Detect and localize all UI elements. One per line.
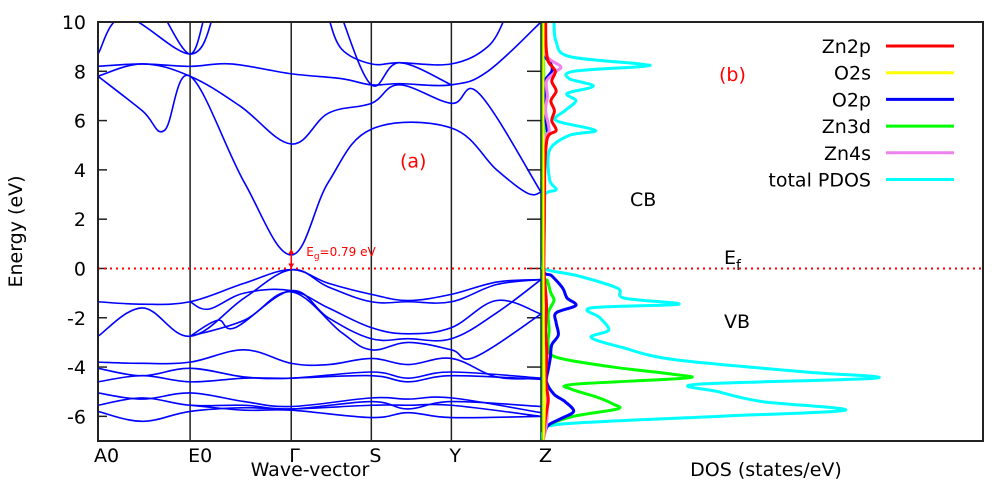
legend-label: Zn2p bbox=[822, 36, 871, 58]
legend-label: total PDOS bbox=[768, 170, 871, 192]
legend-label: Zn4s bbox=[824, 143, 871, 165]
legend-label: O2p bbox=[832, 89, 871, 111]
band-gap-marker bbox=[288, 248, 295, 269]
y-tick-label: 10 bbox=[62, 12, 86, 34]
x-axis-label-a: Wave-vector bbox=[251, 459, 370, 480]
kpoint-label: E0 bbox=[188, 445, 212, 467]
dos-panel: (b) CB VB Ef DOS (states/eV) Zn2pO2sO2pZ… bbox=[539, 22, 983, 480]
band-vb11 bbox=[98, 403, 541, 423]
band-structure-panel: -6 -4 -2 0 2 4 6 8 10 Eg=0.79 eV (a) A0 E0 Γ S Y Z En… bbox=[5, 12, 552, 480]
kpoint-labels: A0 E0 Γ S Y Z bbox=[94, 445, 552, 467]
band-vb9 bbox=[98, 392, 541, 414]
high-symmetry-lines bbox=[189, 22, 542, 441]
vb-label: VB bbox=[724, 311, 750, 333]
y-tick-label: 0 bbox=[74, 258, 86, 280]
legend: Zn2p O2s O2p Zn3d Zn4s total PDOS bbox=[768, 36, 954, 192]
band-vb12 bbox=[190, 404, 541, 419]
y-tick-label: 4 bbox=[74, 160, 86, 182]
y-tick-label: -2 bbox=[67, 308, 86, 330]
band-vb8 bbox=[98, 374, 541, 383]
y-ticks: -6 -4 -2 0 2 4 6 8 10 bbox=[62, 12, 541, 428]
gap-arrow-head-down bbox=[288, 263, 295, 269]
kpoint-label: A0 bbox=[94, 445, 119, 467]
band-cb7 bbox=[342, 22, 452, 88]
band-gap-label: Eg=0.79 eV bbox=[306, 245, 376, 262]
band-cb5 bbox=[166, 22, 204, 55]
band-vb3 bbox=[189, 288, 541, 335]
band-vb1 bbox=[98, 268, 541, 306]
y-tick-label: 8 bbox=[74, 61, 86, 83]
y-tick-label: -4 bbox=[67, 357, 86, 379]
band-vb5 bbox=[189, 291, 541, 360]
band-cb4 bbox=[98, 22, 213, 55]
dos-curve-o2s bbox=[541, 22, 546, 441]
gap-arrow-head-up bbox=[288, 248, 295, 254]
band-lines bbox=[98, 22, 541, 423]
band-cb2 bbox=[98, 63, 541, 193]
dos-curve-zn2p bbox=[541, 22, 558, 441]
band-vb6 bbox=[98, 349, 541, 380]
band-cb1 bbox=[98, 74, 541, 256]
band-cb6 bbox=[329, 22, 505, 66]
panel-b-label: (b) bbox=[719, 64, 746, 86]
band-vb2 bbox=[98, 268, 541, 338]
kpoint-label: Γ bbox=[289, 445, 300, 467]
legend-label: Zn3d bbox=[822, 116, 871, 138]
dos-curve-zn3d bbox=[541, 22, 694, 441]
y-tick-label: 6 bbox=[74, 111, 86, 133]
legend-label: O2s bbox=[834, 63, 871, 85]
x-axis-label-b: DOS (states/eV) bbox=[690, 459, 842, 480]
dos-curve-total-pdos bbox=[541, 22, 881, 441]
dos-curves bbox=[541, 22, 881, 441]
x-tick-label-z: Z bbox=[539, 445, 552, 467]
kpoint-label: Z bbox=[539, 445, 552, 467]
fermi-label: Ef bbox=[724, 247, 742, 274]
panel-a-label: (a) bbox=[400, 150, 426, 172]
band-vb4 bbox=[189, 278, 541, 342]
y-tick-label: 2 bbox=[74, 209, 86, 231]
y-axis-label: Energy (eV) bbox=[5, 175, 27, 287]
band-cb3 bbox=[98, 22, 541, 87]
kpoint-label: S bbox=[369, 445, 381, 467]
kpoint-label: Y bbox=[448, 445, 461, 467]
y-tick-label: -6 bbox=[67, 406, 86, 428]
cb-label: CB bbox=[630, 189, 656, 211]
plot-frame bbox=[97, 21, 984, 442]
